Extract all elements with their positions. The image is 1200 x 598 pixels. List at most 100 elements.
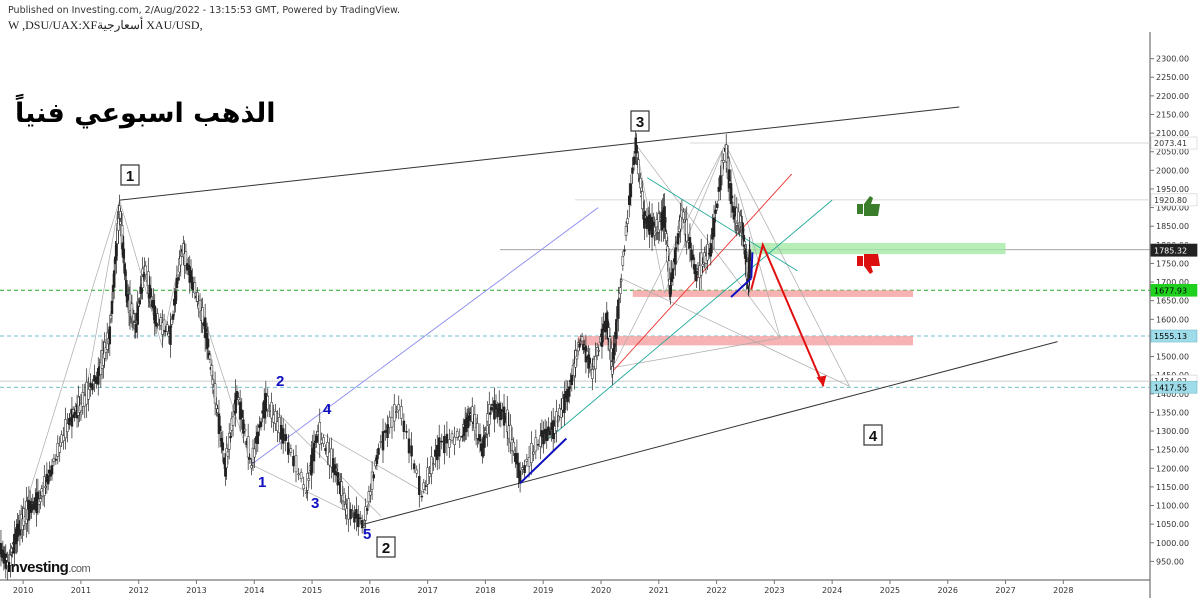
candle-body bbox=[193, 282, 197, 294]
candle-body bbox=[305, 492, 308, 494]
pattern-line bbox=[265, 400, 382, 517]
y-tick-label: 1350.00 bbox=[1156, 408, 1189, 417]
candle-body bbox=[719, 175, 722, 191]
upper-trendline bbox=[119, 106, 960, 201]
symbol-caption: W ,DSU/UAX:XFأسعارجية XAU/USD, bbox=[8, 18, 203, 32]
candle-body bbox=[545, 428, 548, 441]
candle-body bbox=[122, 248, 126, 259]
price-label: 2073.41 bbox=[1154, 139, 1187, 148]
candle-body bbox=[682, 211, 685, 220]
candle-body bbox=[198, 299, 202, 313]
candle-body bbox=[619, 287, 622, 294]
candle-body bbox=[523, 465, 526, 474]
candle-body bbox=[73, 412, 76, 418]
candle-body bbox=[567, 386, 571, 397]
candle-body bbox=[669, 285, 672, 297]
candle-body bbox=[476, 423, 479, 439]
candle-body bbox=[335, 468, 338, 471]
y-tick-label: 1600.00 bbox=[1156, 315, 1189, 324]
x-tick-label: 2018 bbox=[475, 586, 495, 595]
candle-body bbox=[493, 400, 496, 420]
candle-body bbox=[742, 235, 746, 247]
candle-body bbox=[695, 271, 698, 282]
price-label-box bbox=[1150, 193, 1198, 207]
candle-body bbox=[594, 356, 597, 370]
y-tick-label: 1700.00 bbox=[1156, 278, 1189, 287]
candle-body bbox=[730, 195, 734, 199]
candle-body bbox=[372, 474, 375, 479]
candle-body bbox=[166, 324, 169, 332]
projection-line bbox=[251, 207, 599, 465]
candle-body bbox=[349, 509, 352, 520]
candle-body bbox=[532, 451, 535, 455]
support-zone-red-1 bbox=[632, 290, 914, 297]
candle-body bbox=[355, 509, 358, 519]
candle-body bbox=[478, 434, 482, 442]
candle-body bbox=[62, 435, 65, 442]
candle-body bbox=[364, 506, 367, 521]
y-tick-label: 1000.00 bbox=[1156, 539, 1189, 548]
candle-body bbox=[591, 369, 594, 379]
price-label-box bbox=[1150, 283, 1198, 297]
candle-body bbox=[109, 315, 113, 320]
candle-body bbox=[720, 160, 724, 177]
y-tick-label: 1900.00 bbox=[1156, 204, 1189, 213]
candle-body bbox=[674, 247, 677, 265]
y-tick-label: 2050.00 bbox=[1156, 148, 1189, 157]
candle-body bbox=[445, 433, 449, 444]
candle-body bbox=[559, 408, 563, 418]
candle-body bbox=[227, 432, 231, 450]
pattern-line bbox=[621, 278, 850, 387]
x-tick-label: 2010 bbox=[13, 586, 33, 595]
candle-body bbox=[54, 459, 58, 461]
candle-body bbox=[351, 510, 354, 512]
thumbs-up-icon bbox=[864, 196, 880, 216]
pattern-line bbox=[17, 200, 120, 532]
candle-body bbox=[32, 502, 36, 510]
candle-body bbox=[318, 422, 322, 445]
candle-body bbox=[512, 442, 515, 452]
candle-body bbox=[196, 292, 199, 302]
thumbs-up-icon bbox=[857, 204, 863, 214]
candle-body bbox=[588, 357, 592, 364]
candle-body bbox=[489, 407, 493, 411]
candle-body bbox=[237, 397, 240, 400]
wave-label-box bbox=[863, 424, 883, 446]
candle-body bbox=[709, 243, 713, 257]
candle-body bbox=[595, 347, 599, 356]
candle-body bbox=[418, 476, 421, 495]
candle-body bbox=[410, 445, 413, 457]
candle-body bbox=[412, 463, 416, 470]
candle-body bbox=[235, 391, 239, 400]
candle-body bbox=[390, 417, 394, 428]
candle-body bbox=[242, 419, 245, 434]
teal-decline-line bbox=[646, 177, 798, 272]
candle-body bbox=[179, 255, 183, 266]
pattern-line bbox=[724, 144, 781, 339]
candle-body bbox=[377, 447, 380, 455]
wave-blue-segment bbox=[730, 277, 752, 298]
candle-body bbox=[246, 436, 250, 458]
wave-blue-segment bbox=[519, 437, 568, 484]
wave-label-box bbox=[376, 536, 396, 558]
candle-body bbox=[615, 319, 618, 339]
candle-body bbox=[176, 277, 180, 281]
candle-body bbox=[741, 229, 745, 231]
candle-body bbox=[518, 470, 522, 484]
wave-blue-segment bbox=[750, 252, 754, 279]
candle-body bbox=[688, 237, 692, 249]
candle-body bbox=[243, 428, 247, 432]
price-label: 1417.55 bbox=[1154, 383, 1187, 392]
x-tick-label: 2014 bbox=[244, 586, 264, 595]
candle-body bbox=[621, 256, 625, 266]
candle-body bbox=[248, 457, 252, 460]
candle-body bbox=[443, 436, 446, 454]
pattern-line bbox=[612, 337, 781, 369]
candle-body bbox=[542, 430, 545, 445]
x-tick-label: 2027 bbox=[995, 586, 1015, 595]
candle-body bbox=[208, 354, 212, 360]
candle-body bbox=[159, 317, 163, 326]
thumbs-down-icon bbox=[857, 256, 863, 266]
candle-body bbox=[714, 209, 717, 214]
candle-body bbox=[347, 498, 350, 520]
